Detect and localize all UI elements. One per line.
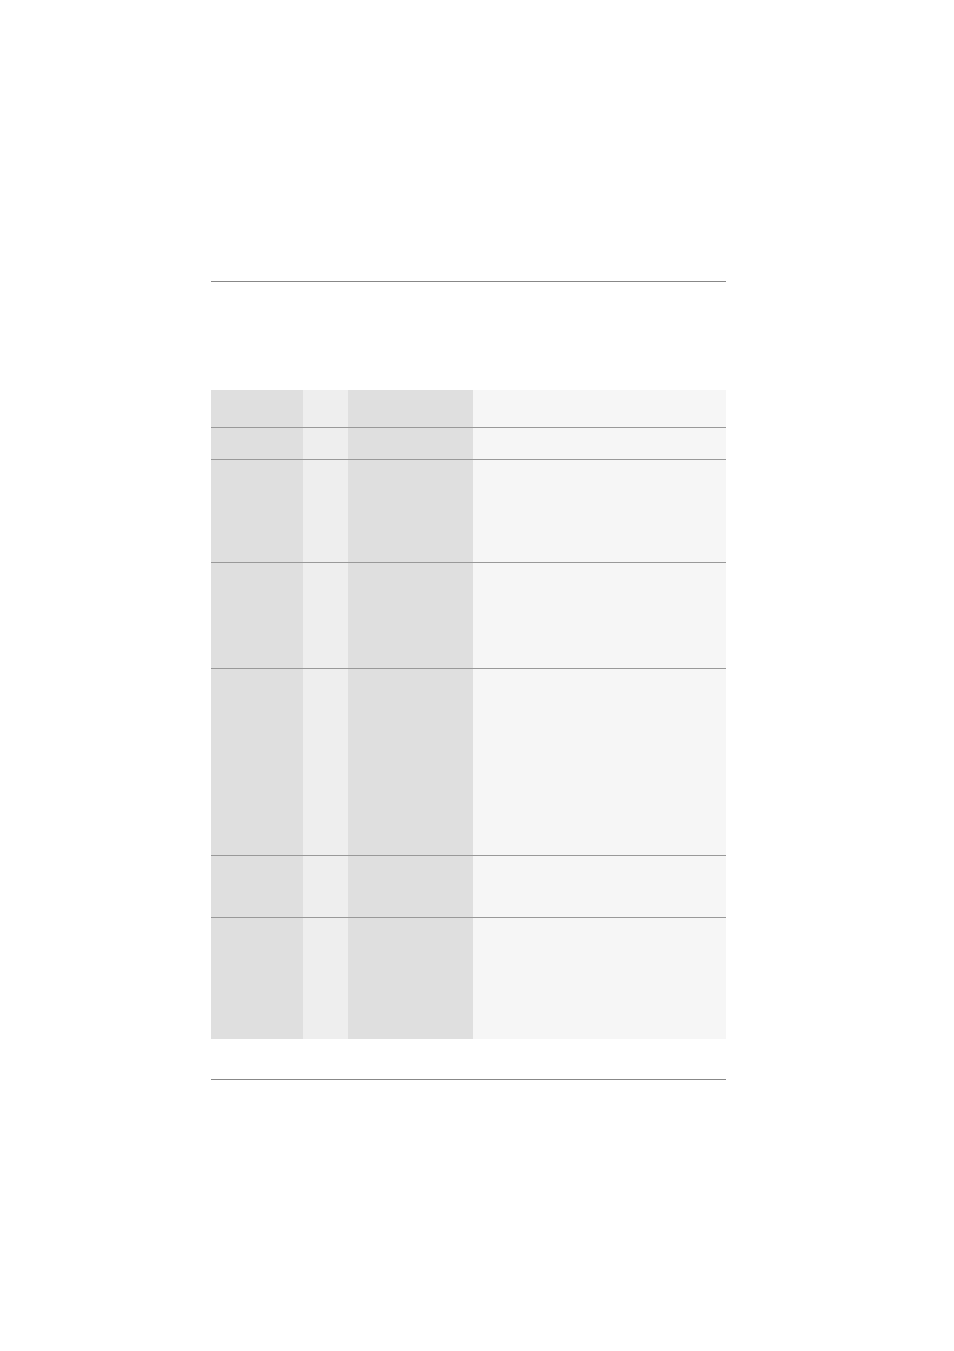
- table-row: [211, 459, 726, 562]
- top-horizontal-rule: [211, 281, 726, 282]
- table-cell: [348, 855, 473, 917]
- table-cell: [348, 459, 473, 562]
- table-cell: [211, 562, 303, 668]
- table-cell: [348, 562, 473, 668]
- table-cell: [473, 668, 726, 855]
- table-cell: [348, 668, 473, 855]
- table-cell: [473, 855, 726, 917]
- table-row: [211, 427, 726, 459]
- table-row: [211, 390, 726, 427]
- table-row: [211, 562, 726, 668]
- table-cell: [303, 668, 348, 855]
- table-cell: [348, 427, 473, 459]
- table-cell: [473, 917, 726, 1039]
- table-cell: [211, 668, 303, 855]
- table-cell: [211, 855, 303, 917]
- table-cell: [211, 917, 303, 1039]
- table-cell: [211, 390, 303, 427]
- table-cell: [303, 459, 348, 562]
- main-table: [211, 390, 726, 1039]
- table-cell: [303, 855, 348, 917]
- table-row: [211, 917, 726, 1039]
- table-cell: [303, 562, 348, 668]
- content-area: [211, 281, 726, 1080]
- table-row: [211, 668, 726, 855]
- table-cell: [211, 427, 303, 459]
- table-cell: [473, 390, 726, 427]
- bottom-horizontal-rule: [211, 1079, 726, 1080]
- table-cell: [303, 427, 348, 459]
- table-cell: [303, 917, 348, 1039]
- table-cell: [303, 390, 348, 427]
- table-row: [211, 855, 726, 917]
- table-cell: [348, 917, 473, 1039]
- table-cell: [211, 459, 303, 562]
- table-cell: [348, 390, 473, 427]
- table-cell: [473, 562, 726, 668]
- table-cell: [473, 427, 726, 459]
- table-cell: [473, 459, 726, 562]
